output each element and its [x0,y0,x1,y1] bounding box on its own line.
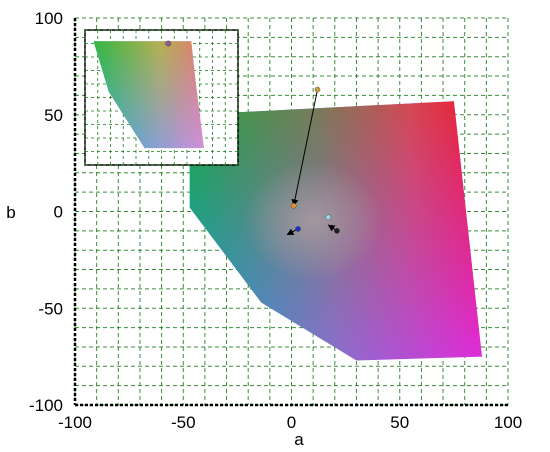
x-tick-label: 100 [494,413,522,432]
y-tick-label: 0 [54,203,63,222]
y-tick-label: 100 [35,9,63,28]
y-tick-label: -50 [38,299,63,318]
x-tick-label: 0 [287,413,296,432]
data-point [295,226,301,232]
inset-data-point [165,40,172,47]
data-point [314,86,321,93]
data-point [290,202,297,209]
y-axis-label: b [6,203,15,222]
x-tick-label: -50 [171,413,196,432]
inset-plot [84,29,239,166]
data-marks [286,86,340,236]
x-tick-label: -100 [58,413,92,432]
axes [73,18,508,407]
x-axis-label: a [294,430,304,449]
data-point [334,228,340,234]
y-tick-label: -100 [29,396,63,415]
x-tick-label: 50 [390,413,409,432]
data-point [325,214,332,221]
arrow [291,89,318,207]
tick-labels: -100 -50 0 50 100 100 50 0 -50 -100 [29,9,522,432]
y-tick-label: 50 [44,106,63,125]
